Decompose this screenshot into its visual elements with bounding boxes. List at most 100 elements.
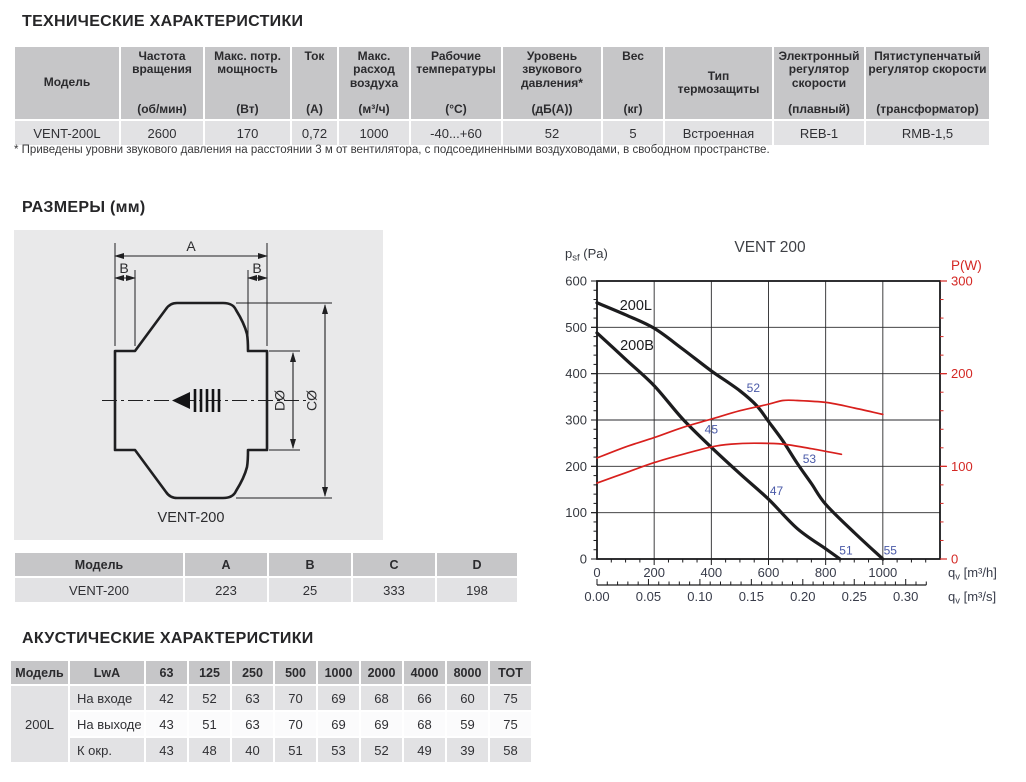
x-axis2-tick-label: 0.30	[893, 589, 918, 604]
column-header: Модель	[15, 553, 183, 576]
spec-value-cell: 52	[503, 121, 601, 145]
acoustic-value-cell: 53	[318, 738, 359, 762]
spec-value-cell: REB-1	[774, 121, 864, 145]
acoustic-row-label: На входе	[70, 686, 144, 710]
column-header: Тип термозащиты	[665, 47, 772, 119]
right-axis-tick-label: 300	[951, 274, 973, 289]
acoustic-table: Модель LwA 63 125 250 500 1000 2000 4000 8000 TOT 2…	[9, 659, 533, 764]
column-header: Модель	[15, 47, 119, 119]
dimension-value-cell: VENT-200	[15, 578, 183, 602]
column-header: Пятиступенчатый регулятор скорости (транс…	[866, 47, 989, 119]
acoustic-value-cell: 70	[275, 712, 316, 736]
dim-label-d-diameter: DØ	[272, 390, 288, 411]
column-header: 1000	[318, 661, 359, 684]
acoustic-value-cell: 42	[146, 686, 187, 710]
point-sound-level-label: 53	[803, 452, 817, 466]
acoustic-model-cell: 200L	[11, 686, 68, 762]
acoustic-value-cell: 52	[189, 686, 230, 710]
curve-200L-power	[596, 399, 884, 459]
column-header: A	[185, 553, 267, 576]
point-sound-level-label: 52	[747, 381, 761, 395]
column-header: Модель	[11, 661, 68, 684]
x-axis-tick-label: 200	[643, 565, 665, 580]
column-header: Макс. расход воздуха (м³/ч)	[339, 47, 409, 119]
spec-value-cell: 2600	[121, 121, 203, 145]
column-header: Макс. потр. мощность (Вт)	[205, 47, 290, 119]
shaft-hatch-marks	[193, 389, 221, 412]
tech-spec-table: Модель Частота вращения (об/мин) Макс. потр…	[13, 45, 991, 147]
left-axis-tick-label: 600	[565, 274, 587, 289]
x-axis2-tick-label: 0.15	[739, 589, 764, 604]
spec-value-cell: -40...+60	[411, 121, 501, 145]
column-header: 63	[146, 661, 187, 684]
x-axis2-tick-label: 0.00	[584, 589, 609, 604]
left-axis-title: psf (Pa)	[565, 246, 608, 264]
tech-section-title: ТЕХНИЧЕСКИЕ ХАРАКТЕРИСТИКИ	[22, 13, 304, 30]
right-axis-title: P(W)	[951, 258, 982, 273]
spec-value-cell: 0,72	[292, 121, 337, 145]
point-sound-level-label: 47	[770, 484, 784, 498]
x-axis-tick-label: 800	[815, 565, 837, 580]
right-axis-tick-label: 0	[951, 552, 958, 567]
sound-pressure-footnote: * Приведены уровни звукового давления на…	[14, 144, 770, 156]
dimension-value-cell: 333	[353, 578, 435, 602]
dimension-value-cell: 223	[185, 578, 267, 602]
x-axis-tick-label: 400	[700, 565, 722, 580]
dimension-lines	[114, 253, 328, 497]
column-header: 4000	[404, 661, 445, 684]
drawing-caption: VENT-200	[158, 510, 225, 526]
curve-name-label: 200B	[620, 338, 654, 354]
acoustic-value-cell: 68	[404, 712, 445, 736]
acoustic-value-cell: 51	[189, 712, 230, 736]
acoustic-row-label: На выходе	[70, 712, 144, 736]
fan-curve-chart: 0 100 200 300 400 500 600 0 100 200 300 0 200 400 600 8…	[545, 212, 1026, 617]
column-header: Частота вращения (об/мин)	[121, 47, 203, 119]
column-header: 250	[232, 661, 273, 684]
dim-label-a: A	[186, 238, 196, 254]
extension-lines	[114, 243, 332, 499]
column-header: 125	[189, 661, 230, 684]
dim-label-c-diameter: CØ	[304, 390, 320, 411]
acoustic-value-cell: 43	[146, 738, 187, 762]
dimensions-table: Модель A B C D VENT-200 223 25 333 198	[13, 551, 519, 604]
acoustic-value-cell: 69	[318, 686, 359, 710]
column-header: 500	[275, 661, 316, 684]
x-axis2-tick-label: 0.05	[636, 589, 661, 604]
acoustic-section-title: АКУСТИЧЕСКИЕ ХАРАКТЕРИСТИКИ	[22, 630, 314, 647]
dimension-value-cell: 198	[437, 578, 517, 602]
fan-dimension-drawing: A B B DØ CØ VENT-200	[102, 238, 332, 526]
column-header: Электронный регулятор скорости (плавный)	[774, 47, 864, 119]
point-sound-level-label: 55	[884, 544, 898, 558]
dimensions-section-title: РАЗМЕРЫ (мм)	[22, 199, 146, 216]
column-header: LwA	[70, 661, 144, 684]
fan-body-outline	[113, 301, 269, 500]
left-axis-tick-label: 100	[565, 505, 587, 520]
dimension-drawing-panel: A B B DØ CØ VENT-200	[14, 230, 383, 540]
column-header: Ток (А)	[292, 47, 337, 119]
x-axis2-tick-label: 0.25	[842, 589, 867, 604]
curve-200L	[595, 301, 885, 561]
tech-spec-table-grid: Модель Частота вращения (об/мин) Макс. потр…	[13, 45, 991, 147]
left-axis-tick-label: 500	[565, 320, 587, 335]
x-axis2-tick-label: 0.10	[687, 589, 712, 604]
left-axis-tick-label: 200	[565, 459, 587, 474]
x-axis-tick-label: 600	[758, 565, 780, 580]
spec-value-cell: 1000	[339, 121, 409, 145]
column-header: 2000	[361, 661, 402, 684]
column-header: C	[353, 553, 435, 576]
column-header: D	[437, 553, 517, 576]
spec-value-cell: 170	[205, 121, 290, 145]
left-axis-tick-label: 400	[565, 366, 587, 381]
acoustic-value-cell: 69	[361, 712, 402, 736]
spec-value-cell: VENT-200L	[15, 121, 119, 145]
right-axis-tick-label: 200	[951, 366, 973, 381]
dimension-value-cell: 25	[269, 578, 351, 602]
acoustic-value-cell: 63	[232, 712, 273, 736]
left-axis-tick-label: 300	[565, 413, 587, 428]
acoustic-value-cell: 63	[232, 686, 273, 710]
spec-value-cell: RMB-1,5	[866, 121, 989, 145]
acoustic-value-cell: 60	[447, 686, 488, 710]
right-axis-tick-label: 100	[951, 459, 973, 474]
curve-name-label: 200L	[620, 298, 652, 314]
acoustic-value-cell: 59	[447, 712, 488, 736]
